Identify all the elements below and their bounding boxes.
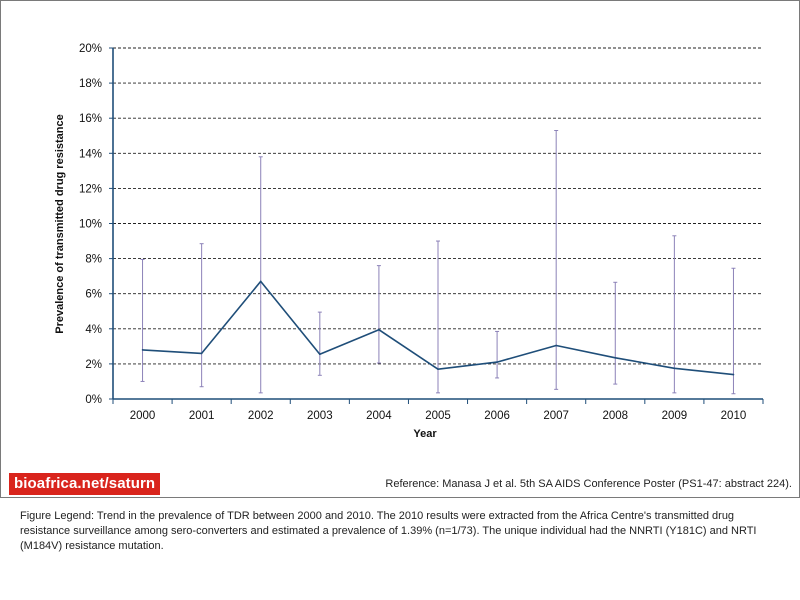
reference-text: Reference: Manasa J et al. 5th SA AIDS C… <box>385 478 792 490</box>
y-tick-label: 0% <box>85 394 102 406</box>
series-lines <box>141 280 735 376</box>
x-tick-label: 2006 <box>484 410 510 422</box>
chart: 0% 2% 4% 6% 8% 10% 12% 14% 16% 18% 20% 2000 2001 2002… <box>54 43 764 440</box>
x-tick-label: 2009 <box>662 410 688 422</box>
data-point <box>319 353 321 356</box>
x-tick-label: 2004 <box>366 410 392 422</box>
x-tick-label: 2002 <box>248 410 274 422</box>
x-tick-label: 2008 <box>602 410 628 422</box>
y-tick-label: 8% <box>85 254 102 266</box>
data-point <box>200 352 203 355</box>
x-tick-label: 2007 <box>543 410 569 422</box>
data-point <box>141 349 144 351</box>
figure-legend: Figure Legend: Trend in the prevalence o… <box>20 510 757 552</box>
y-tick-label: 2% <box>85 359 102 371</box>
y-tick-label: 12% <box>79 183 102 195</box>
x-tick-label: 2010 <box>721 410 747 422</box>
data-point <box>555 344 557 347</box>
x-tick-label: 2003 <box>307 410 333 422</box>
y-tick-label: 6% <box>85 289 102 301</box>
axes: 0% 2% 4% 6% 8% 10% 12% 14% 16% 18% 20% 2000 2001 2002… <box>79 43 764 422</box>
x-tick-label: 2000 <box>130 410 156 422</box>
y-tick-label: 14% <box>79 148 102 160</box>
site-brand-label: bioafrica.net/saturn <box>9 473 161 495</box>
x-axis-title: Year <box>413 428 437 440</box>
y-tick-label: 16% <box>79 113 102 125</box>
y-axis-title: Prevalence of transmitted drug resistanc… <box>54 114 66 333</box>
data-point <box>378 328 380 331</box>
x-tick-label: 2005 <box>425 410 451 422</box>
x-tick-label: 2001 <box>189 410 215 422</box>
data-point <box>496 361 498 363</box>
y-tick-label: 4% <box>85 324 102 336</box>
data-point <box>673 367 676 370</box>
y-tick-label: 20% <box>79 43 102 55</box>
data-point <box>614 356 617 359</box>
y-tick-label: 18% <box>79 78 102 90</box>
error-bars <box>140 129 736 395</box>
data-point <box>732 373 735 376</box>
data-point <box>437 368 439 370</box>
data-point <box>259 280 262 283</box>
y-tick-label: 10% <box>79 219 102 231</box>
